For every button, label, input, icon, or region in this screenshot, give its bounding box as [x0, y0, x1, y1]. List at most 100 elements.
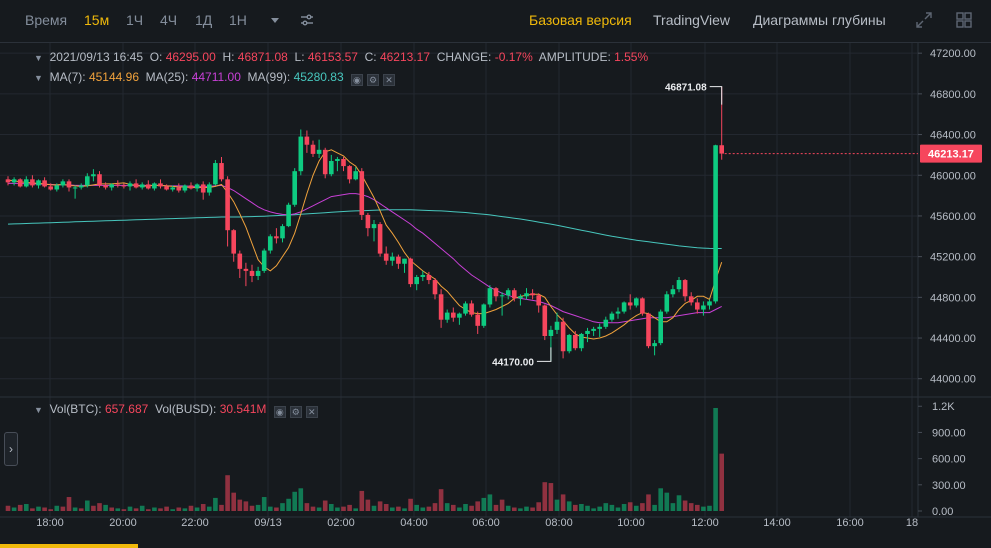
legend-c-label: C: — [364, 50, 377, 64]
candle-body — [493, 288, 499, 297]
volume-bar — [286, 498, 291, 511]
candle-body — [170, 187, 175, 190]
candle-body — [579, 333, 584, 349]
candle-body — [371, 224, 377, 229]
candle-body — [695, 302, 700, 310]
version-depth[interactable]: Диаграммы глубины — [753, 12, 886, 28]
interval-time[interactable]: Время — [25, 12, 68, 28]
candle-body — [200, 184, 206, 193]
volume-bar — [377, 501, 383, 511]
candle-body — [146, 184, 151, 189]
chevron-right-icon[interactable]: › — [4, 432, 18, 466]
candle-body — [316, 149, 322, 154]
interval-1w[interactable]: 1Н — [229, 12, 247, 28]
volume-bar — [17, 504, 23, 511]
candle-body — [701, 305, 706, 310]
candle-body — [713, 145, 718, 302]
ma99-value: 45280.83 — [293, 70, 344, 84]
volume-bar — [719, 453, 724, 511]
volume-bar — [97, 503, 102, 511]
candle-body — [274, 236, 279, 239]
candle-body — [237, 253, 243, 269]
candle-body — [481, 304, 487, 326]
volume-bar — [371, 505, 377, 511]
volume-bar — [524, 506, 529, 511]
volume-bar — [115, 508, 121, 511]
candle-body — [402, 258, 407, 264]
candle-body — [24, 179, 29, 187]
interval-4h[interactable]: 4Ч — [160, 12, 178, 28]
volume-bar — [322, 500, 328, 511]
high-marker-line — [709, 86, 723, 105]
candle-body — [688, 296, 694, 303]
volume-bar — [682, 500, 688, 511]
candle-body — [530, 293, 535, 296]
ma25-value: 44711.00 — [191, 70, 241, 84]
sliders-icon[interactable] — [298, 11, 318, 31]
volume-bar — [609, 504, 615, 511]
chart-grid — [0, 43, 991, 518]
price-tick-label: 46000.00 — [930, 170, 976, 182]
volume-bar — [640, 503, 645, 511]
time-tick-label: 22:00 — [181, 517, 209, 529]
expand-icon[interactable] — [914, 10, 934, 30]
candle-body — [298, 136, 304, 172]
volume-bar — [475, 501, 480, 511]
version-basic[interactable]: Базовая версия — [529, 12, 632, 28]
candle-body — [487, 288, 493, 305]
caret-down-icon[interactable] — [266, 11, 286, 31]
volume-bar — [530, 507, 535, 511]
candle-body — [97, 174, 102, 186]
volume-bar — [444, 503, 450, 511]
candle-body — [676, 280, 682, 290]
legend-date: 2021/09/13 16:45 — [49, 50, 144, 64]
grid-icon[interactable] — [954, 10, 974, 30]
price-tick-label: 45200.00 — [930, 252, 976, 264]
candle-body — [652, 343, 657, 347]
vol-close-icon[interactable]: ✕ — [305, 406, 318, 418]
candle-body — [219, 163, 224, 180]
volume-bar — [158, 508, 163, 511]
candle-body — [505, 290, 511, 296]
time-tick-label: 06:00 — [472, 517, 500, 529]
last-price-tag — [920, 144, 982, 163]
candle-body — [66, 181, 72, 188]
volume-bar — [335, 507, 340, 511]
volume-bar — [78, 508, 84, 511]
interval-1h[interactable]: 1Ч — [126, 12, 144, 28]
candle-body — [280, 226, 285, 239]
volume-bar — [176, 507, 182, 511]
volume-bar — [188, 505, 194, 511]
volume-bar — [548, 483, 554, 511]
candle-body — [158, 183, 163, 187]
candle-body — [207, 184, 212, 193]
candle-body — [78, 185, 84, 188]
interval-1d[interactable]: 1Д — [195, 12, 213, 28]
ma7-line — [7, 149, 723, 340]
candle-body — [213, 163, 218, 185]
candle-body — [359, 171, 365, 215]
vol-btc-label: Vol(BTC): — [49, 402, 102, 416]
eye-icon[interactable]: ◉ — [350, 74, 363, 86]
volume-bar — [24, 504, 29, 511]
close-icon[interactable]: ✕ — [382, 74, 395, 86]
volume-bar — [451, 504, 456, 511]
vol-gear-icon[interactable]: ⚙ — [289, 406, 302, 418]
gear-icon[interactable]: ⚙ — [366, 74, 379, 86]
candlestick-chart[interactable]: 47200.00 46800.00 46400.00 46000.00 45600.00… — [0, 43, 991, 548]
candle-body — [475, 314, 480, 326]
volume-bar — [695, 504, 700, 511]
candle-body — [231, 230, 236, 254]
volume-bar — [268, 506, 273, 511]
candle-body — [152, 183, 157, 189]
volume-series — [5, 407, 724, 511]
version-tradingview[interactable]: TradingView — [653, 12, 731, 28]
volume-bar — [127, 506, 133, 511]
candle-body — [139, 184, 145, 188]
volume-tick-label: 900.00 — [932, 427, 966, 439]
candle-body — [322, 149, 328, 175]
interval-15m[interactable]: 15м — [84, 12, 110, 28]
vol-eye-icon[interactable]: ◉ — [273, 406, 286, 418]
volume-legend: ▼ Vol(BTC): 657.687 Vol(BUSD): 30.541M ◉… — [34, 402, 318, 418]
candle-body — [432, 280, 438, 295]
